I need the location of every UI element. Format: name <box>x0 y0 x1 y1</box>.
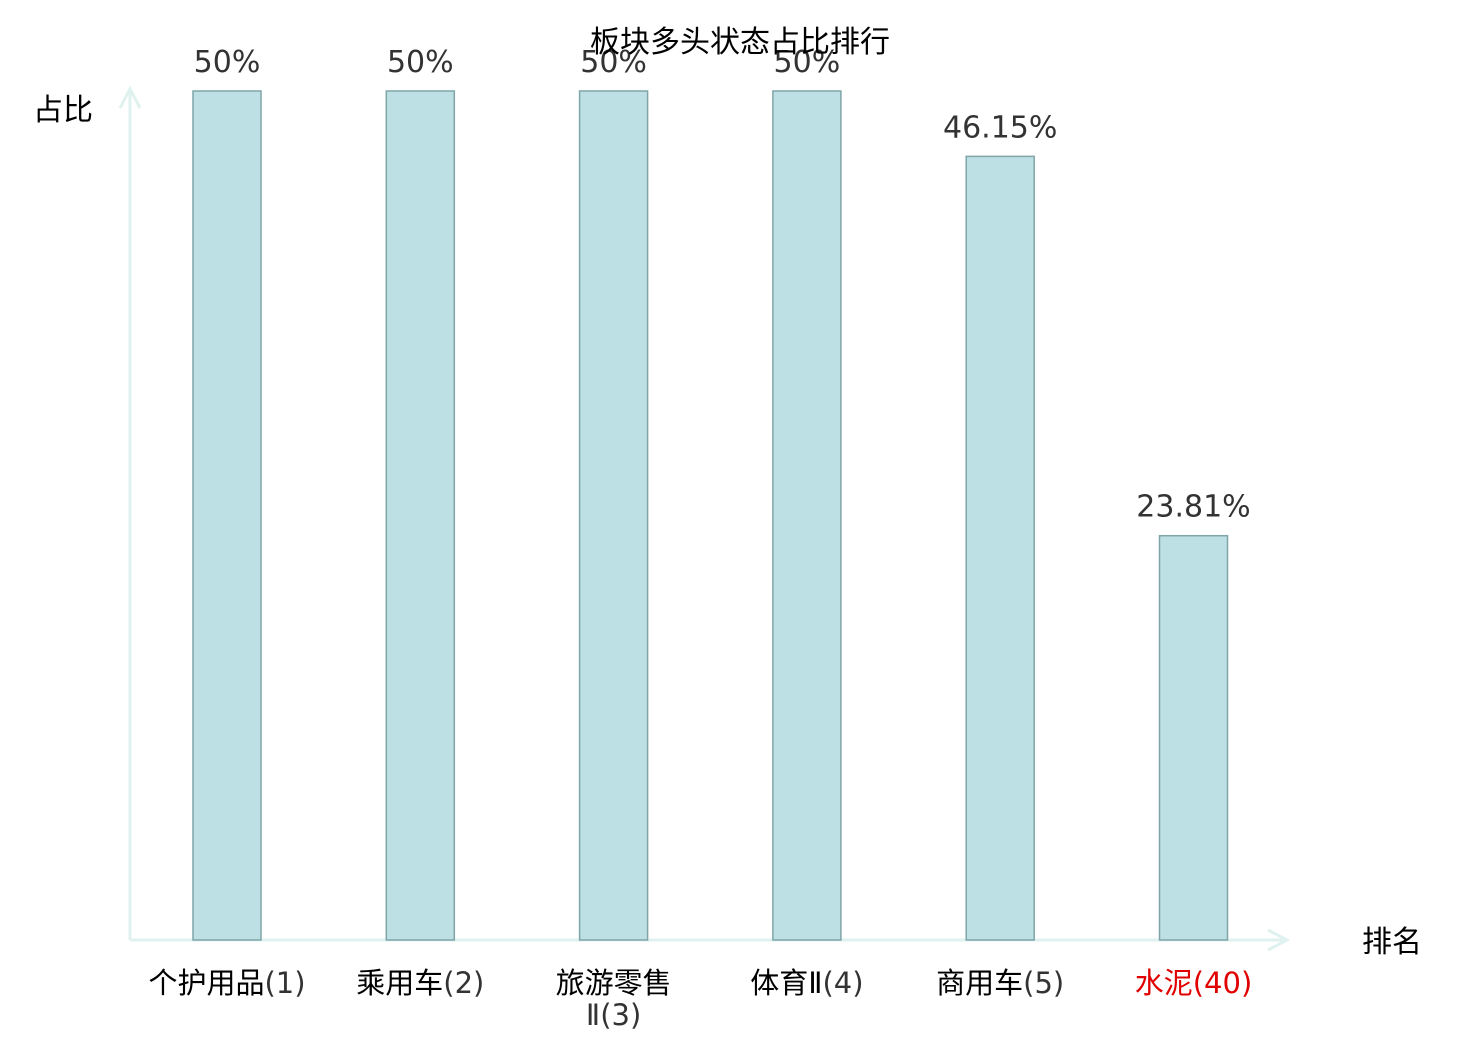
bar-6 <box>1158 534 1229 941</box>
category-rank: (1) <box>264 966 305 1000</box>
bar-3 <box>578 90 649 941</box>
category-rank: (4) <box>822 966 863 1000</box>
category-name-continued: Ⅱ <box>586 998 600 1032</box>
bar-1 <box>192 90 262 941</box>
bars-group <box>192 90 1229 941</box>
category-labels-group: 个护用品(1) 乘用车(2) 旅游零售 Ⅱ(3) 体育Ⅱ(4) 商用车(5) 水泥(40) <box>148 966 1252 1032</box>
bar-2 <box>385 90 456 941</box>
category-name: 乘用车 <box>356 966 443 1000</box>
value-label-5: 46.15% <box>943 110 1057 145</box>
category-name: 水泥 <box>1135 966 1193 1000</box>
x-axis-arrow-icon <box>1267 928 1291 952</box>
category-name: 旅游零售 <box>556 966 672 1000</box>
category-rank: (40) <box>1193 966 1253 1000</box>
bar-4 <box>772 90 842 941</box>
y-axis-label: 占比 <box>33 93 93 128</box>
category-label-6: 水泥(40) <box>1135 966 1253 1000</box>
category-rank: (3) <box>600 998 641 1032</box>
value-label-3: 50% <box>580 45 647 80</box>
y-axis-arrow-icon <box>118 85 142 109</box>
value-label-1: 50% <box>194 45 261 80</box>
value-label-2: 50% <box>387 45 454 80</box>
category-label-4: 体育Ⅱ(4) <box>750 966 863 1000</box>
category-name: 个护用品 <box>148 966 264 1000</box>
category-name: 商用车 <box>936 966 1023 1000</box>
category-rank: (5) <box>1023 966 1064 1000</box>
value-label-6: 23.81% <box>1136 490 1250 525</box>
chart-title: 板块多头状态占比排行 <box>590 25 890 60</box>
bar-5 <box>965 155 1035 941</box>
category-label-3: 旅游零售 Ⅱ(3) <box>556 966 672 1032</box>
category-label-1: 个护用品(1) <box>148 966 305 1000</box>
value-labels-group: 50% 50% 50% 50% 46.15% 23.81% <box>194 45 1251 525</box>
category-rank: (2) <box>443 966 484 1000</box>
axes <box>118 85 1291 952</box>
category-label-5: 商用车(5) <box>936 966 1064 1000</box>
value-label-4: 50% <box>774 45 841 80</box>
category-name: 体育Ⅱ <box>750 966 822 1000</box>
category-label-2: 乘用车(2) <box>356 966 484 1000</box>
x-axis-label: 排名 <box>1362 925 1422 960</box>
